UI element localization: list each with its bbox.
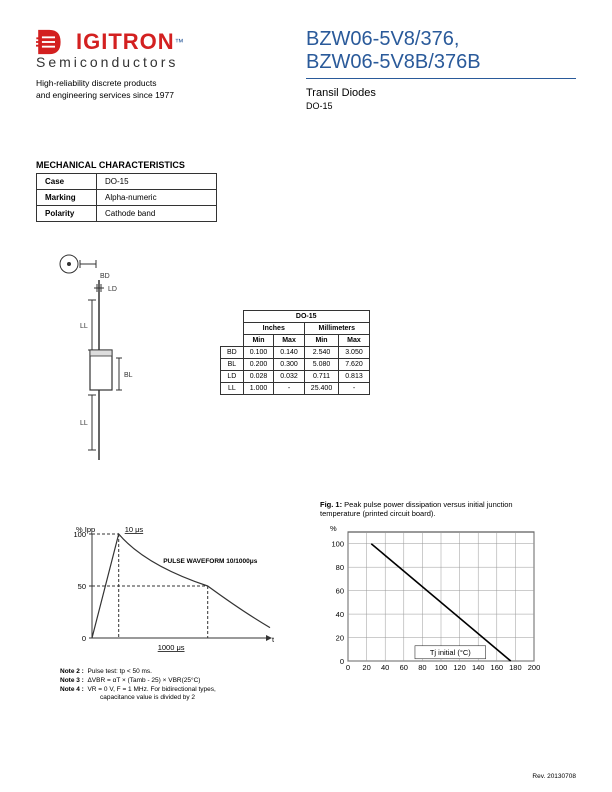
- svg-text:PULSE WAVEFORM 10/1000μs: PULSE WAVEFORM 10/1000μs: [163, 558, 258, 565]
- fig-caption: Fig. 1: Peak pulse power dissipation ver…: [320, 500, 550, 518]
- title-block: BZW06-5V8/376, BZW06-5V8B/376B Transil D…: [306, 28, 576, 111]
- svg-text:60: 60: [336, 587, 344, 596]
- mechanical-heading: MECHANICAL CHARACTERISTICS: [36, 160, 217, 170]
- svg-text:200: 200: [528, 663, 540, 672]
- label-bd: BD: [100, 273, 110, 280]
- label-ld: LD: [108, 286, 117, 293]
- table-row: LL1.000-25.400-: [221, 383, 370, 395]
- svg-text:20: 20: [362, 663, 370, 672]
- package-code: DO-15: [306, 101, 576, 111]
- tagline-line-2: and engineering services since 1977: [36, 90, 184, 102]
- svg-text:0: 0: [82, 634, 86, 643]
- mechanical-block: MECHANICAL CHARACTERISTICS CaseDO-15 Mar…: [36, 160, 217, 222]
- table-row: CaseDO-15: [37, 174, 217, 190]
- label-bl: BL: [124, 372, 133, 379]
- logo-block: IGITRON ™ Semiconductors High-reliabilit…: [36, 28, 184, 102]
- table-row: MarkingAlpha-numeric: [37, 190, 217, 206]
- mech-key: Case: [37, 174, 97, 190]
- package-diagram: BD LD LL BL LL: [44, 250, 154, 470]
- svg-text:180: 180: [509, 663, 522, 672]
- logo: IGITRON ™: [36, 28, 184, 56]
- svg-text:% Ipp: % Ipp: [76, 525, 95, 534]
- power-temp-chart-block: Fig. 1: Peak pulse power dissipation ver…: [320, 500, 550, 692]
- mech-val: Cathode band: [97, 206, 217, 222]
- revision-label: Rev. 20130708: [532, 773, 576, 780]
- svg-text:80: 80: [336, 563, 344, 572]
- svg-text:40: 40: [381, 663, 389, 672]
- svg-text:1000 μs: 1000 μs: [158, 643, 185, 652]
- dim-header-main: DO-15: [243, 311, 369, 323]
- dim-sub: Min: [243, 335, 274, 347]
- dimension-table: DO-15 InchesMillimeters Min Max Min Max …: [220, 310, 370, 395]
- svg-text:t: t: [272, 635, 275, 644]
- svg-text:%: %: [330, 524, 337, 533]
- note-4: Note 4 : VR = 0 V, F = 1 MHz. For bidire…: [60, 686, 216, 695]
- svg-text:120: 120: [453, 663, 466, 672]
- mechanical-table: CaseDO-15 MarkingAlpha-numeric PolarityC…: [36, 173, 217, 222]
- dim-unit: Inches: [243, 323, 304, 335]
- logo-subtitle: Semiconductors: [36, 54, 184, 70]
- part-number-2: BZW06-5V8B/376B: [306, 51, 576, 74]
- label-ll: LL: [80, 323, 88, 330]
- svg-text:0: 0: [346, 663, 350, 672]
- logo-text: IGITRON: [76, 29, 175, 55]
- dim-unit: Millimeters: [304, 323, 369, 335]
- tagline-line-1: High-reliability discrete products: [36, 78, 184, 90]
- dim-sub: Min: [304, 335, 338, 347]
- svg-text:100: 100: [435, 663, 448, 672]
- title-rule: [306, 78, 576, 79]
- label-ll2: LL: [80, 420, 88, 427]
- svg-text:100: 100: [331, 540, 344, 549]
- mech-key: Polarity: [37, 206, 97, 222]
- svg-text:10 μs: 10 μs: [125, 525, 144, 534]
- svg-text:50: 50: [78, 582, 86, 591]
- note-2: Note 2 : Pulse test: tp < 50 ms.: [60, 668, 216, 677]
- note-4b: capacitance value is divided by 2: [60, 694, 216, 703]
- mech-val: Alpha-numeric: [97, 190, 217, 206]
- table-row: LD0.0280.0320.7110.813: [221, 371, 370, 383]
- table-row: BL0.2000.3005.0807.620: [221, 359, 370, 371]
- svg-text:160: 160: [491, 663, 504, 672]
- notes-block: Note 2 : Pulse test: tp < 50 ms. Note 3 …: [60, 668, 216, 703]
- svg-text:40: 40: [336, 610, 344, 619]
- note-3: Note 3 : ΔVBR = αT × (Tamb - 25) × VBR(2…: [60, 677, 216, 686]
- table-row: BD0.1000.1402.5403.050: [221, 347, 370, 359]
- svg-text:60: 60: [400, 663, 408, 672]
- svg-text:20: 20: [336, 634, 344, 643]
- mech-key: Marking: [37, 190, 97, 206]
- svg-text:Tj initial (°C): Tj initial (°C): [430, 648, 471, 657]
- product-family: Transil Diodes: [306, 87, 576, 99]
- part-number-1: BZW06-5V8/376,: [306, 28, 576, 51]
- mech-val: DO-15: [97, 174, 217, 190]
- pulse-waveform-chart: 050100% Ipp10 μsPULSE WAVEFORM 10/1000μs…: [60, 520, 280, 650]
- tagline: High-reliability discrete products and e…: [36, 78, 184, 102]
- svg-text:0: 0: [340, 657, 344, 666]
- svg-text:140: 140: [472, 663, 485, 672]
- svg-text:80: 80: [418, 663, 426, 672]
- dim-sub: Max: [339, 335, 370, 347]
- dim-sub: Max: [274, 335, 305, 347]
- logo-d-icon: [36, 28, 74, 56]
- logo-tm: ™: [175, 37, 184, 47]
- table-row: PolarityCathode band: [37, 206, 217, 222]
